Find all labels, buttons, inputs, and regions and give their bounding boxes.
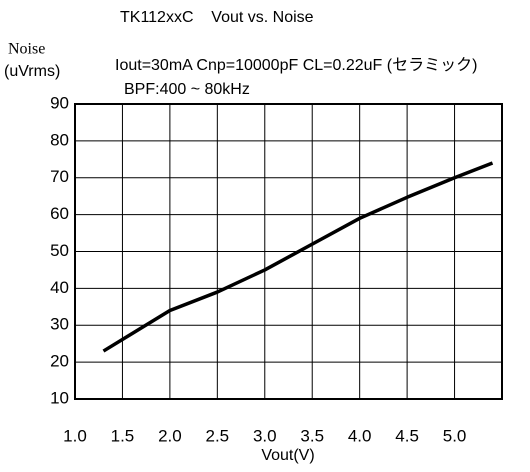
plot-frame [74, 103, 503, 400]
y-axis-unit: (uVrms) [4, 63, 60, 80]
y-tick-label: 80 [50, 130, 69, 149]
y-tick-label: 60 [50, 204, 69, 223]
x-tick-label: 5.0 [443, 426, 467, 445]
annotation: BPF:400 ~ 80kHz [124, 81, 250, 98]
x-tick-label: 2.5 [206, 426, 230, 445]
chart-title: TK112xxC Vout vs. Noise [120, 9, 314, 26]
annotation: Iout=30mA Cnp=10000pF CL=0.22uF (セラミック) [115, 56, 477, 74]
y-axis-label: Noise [8, 41, 45, 58]
y-tick-label: 90 [50, 93, 69, 112]
y-tick-label: 50 [50, 241, 69, 260]
data-line [102, 161, 494, 353]
x-tick-label: 3.0 [253, 426, 277, 445]
x-tick-label: 4.5 [395, 426, 419, 445]
x-tick-label: 4.0 [348, 426, 372, 445]
y-tick-label: 70 [50, 167, 69, 186]
x-tick-label: 3.5 [300, 426, 324, 445]
x-tick-label: 1.0 [63, 426, 87, 445]
y-tick-label: 20 [50, 352, 69, 371]
y-tick-label: 30 [50, 315, 69, 334]
x-axis-label: Vout(V) [261, 447, 314, 464]
x-tick-label: 1.5 [111, 426, 135, 445]
y-tick-label: 40 [50, 278, 69, 297]
x-tick-label: 2.0 [158, 426, 182, 445]
y-tick-label: 10 [50, 388, 69, 407]
